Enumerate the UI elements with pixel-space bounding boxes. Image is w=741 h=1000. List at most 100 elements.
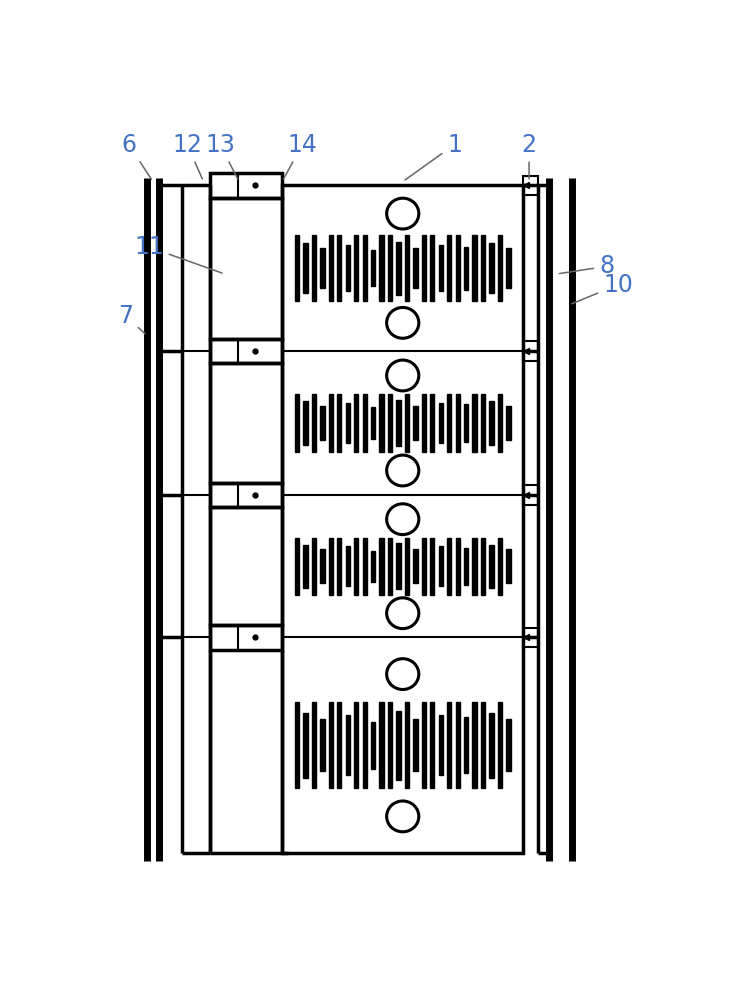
Bar <box>371 722 375 769</box>
Bar <box>405 394 409 452</box>
Bar <box>354 394 359 452</box>
Bar <box>481 702 485 788</box>
Bar <box>523 176 538 195</box>
Bar <box>405 702 409 788</box>
Bar <box>388 235 392 301</box>
Bar <box>371 407 375 439</box>
Bar <box>371 551 375 582</box>
Bar <box>295 235 299 301</box>
Bar <box>362 235 367 301</box>
Bar <box>422 702 426 788</box>
Text: 12: 12 <box>173 133 202 179</box>
Text: 14: 14 <box>284 133 317 179</box>
Bar <box>396 543 401 589</box>
Bar <box>439 245 443 291</box>
Bar <box>396 711 401 780</box>
Bar <box>320 248 325 288</box>
Bar <box>320 719 325 771</box>
Bar <box>413 406 418 440</box>
Bar <box>431 702 434 788</box>
Text: 11: 11 <box>134 235 222 273</box>
Bar <box>312 538 316 595</box>
Bar <box>345 245 350 291</box>
Bar <box>498 538 502 595</box>
Bar <box>388 394 392 452</box>
Bar <box>456 538 460 595</box>
Bar <box>439 546 443 586</box>
Bar <box>413 248 418 288</box>
Bar <box>303 713 308 778</box>
Bar <box>329 235 333 301</box>
Bar <box>473 394 476 452</box>
Bar <box>210 625 282 650</box>
Bar <box>396 242 401 295</box>
Bar <box>456 702 460 788</box>
Bar <box>439 715 443 775</box>
Bar <box>345 403 350 443</box>
Bar <box>464 717 468 773</box>
Bar <box>464 548 468 585</box>
Bar <box>379 538 384 595</box>
Bar <box>329 702 333 788</box>
Bar <box>498 702 502 788</box>
Bar <box>481 394 485 452</box>
Bar <box>489 243 494 293</box>
Bar <box>210 173 282 198</box>
Bar <box>312 394 316 452</box>
Bar <box>447 235 451 301</box>
Bar <box>210 363 282 483</box>
Bar <box>337 235 342 301</box>
Bar <box>447 394 451 452</box>
Bar <box>523 628 538 647</box>
Bar <box>282 185 523 853</box>
Bar <box>312 702 316 788</box>
Bar <box>337 702 342 788</box>
Bar <box>447 702 451 788</box>
Bar <box>210 198 282 339</box>
Bar <box>481 235 485 301</box>
Bar <box>506 549 511 583</box>
Bar <box>422 538 426 595</box>
Bar <box>439 403 443 443</box>
Bar <box>303 401 308 445</box>
Bar <box>431 394 434 452</box>
Bar <box>295 538 299 595</box>
Bar <box>523 485 538 505</box>
Bar <box>295 394 299 452</box>
Bar <box>320 549 325 583</box>
Bar <box>473 538 476 595</box>
Bar <box>447 538 451 595</box>
Bar <box>354 235 359 301</box>
Bar <box>345 715 350 775</box>
Bar <box>329 394 333 452</box>
Text: 8: 8 <box>559 254 614 278</box>
Bar <box>506 406 511 440</box>
Bar <box>405 538 409 595</box>
Bar <box>431 235 434 301</box>
Bar <box>379 394 384 452</box>
Bar <box>337 394 342 452</box>
Bar <box>396 400 401 446</box>
Bar <box>489 713 494 778</box>
Bar <box>388 538 392 595</box>
Bar <box>523 341 538 361</box>
Bar <box>464 404 468 442</box>
Bar <box>210 339 282 363</box>
Bar <box>303 243 308 293</box>
Bar <box>489 401 494 445</box>
Bar <box>379 235 384 301</box>
Bar <box>362 394 367 452</box>
Bar <box>405 235 409 301</box>
Bar <box>473 235 476 301</box>
Bar <box>473 702 476 788</box>
Bar <box>303 545 308 588</box>
Text: 7: 7 <box>119 304 145 334</box>
Bar <box>345 546 350 586</box>
Text: 10: 10 <box>572 273 633 304</box>
Bar <box>464 247 468 290</box>
Text: 1: 1 <box>405 133 462 180</box>
Bar <box>337 538 342 595</box>
Bar <box>312 235 316 301</box>
Bar <box>456 394 460 452</box>
Text: 13: 13 <box>205 133 238 179</box>
